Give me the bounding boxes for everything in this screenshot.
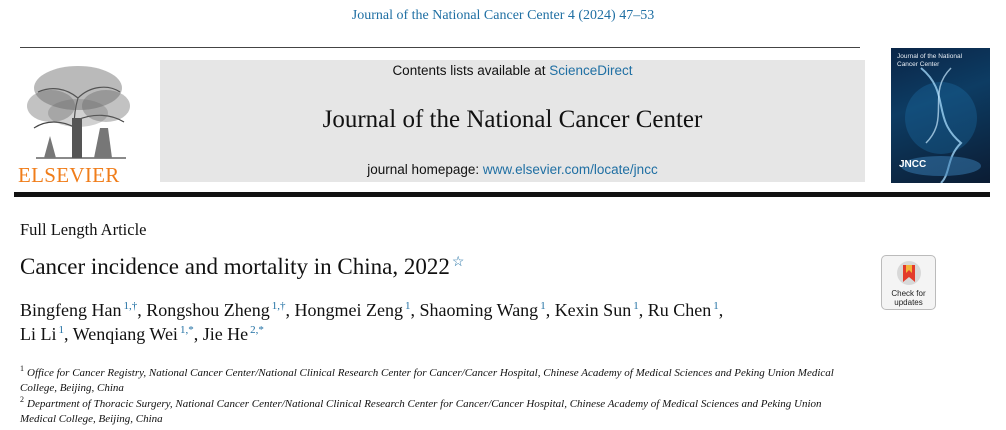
author-affiliation-ref[interactable]: 1 [404,300,411,312]
author-name: Jie He [202,324,249,344]
contents-prefix: Contents lists available at [392,63,550,78]
author-name: Hongmei Zeng [294,300,403,320]
check-for-updates-label: Check for updates [882,289,935,307]
badge-line-2: updates [894,298,923,307]
homepage-prefix: journal homepage: [367,162,483,177]
author-name: Ru Chen [647,300,712,320]
author-affiliation-ref[interactable]: 2,* [250,324,264,336]
article-title: Cancer incidence and mortality in China,… [20,254,464,280]
header-divider [14,192,990,197]
journal-cover-image[interactable]: Journal of the National Cancer Center JN… [891,48,990,183]
affiliation-text: Office for Cancer Registry, National Can… [20,367,834,394]
author-affiliation-ref[interactable]: 1,* [179,324,194,336]
author-affiliation-ref[interactable]: 1 [633,300,639,312]
affiliation-text: Department of Thoracic Surgery, National… [20,398,822,425]
author-name: Bingfeng Han [20,300,122,320]
journal-citation[interactable]: Journal of the National Cancer Center 4 … [351,8,655,23]
publisher-wordmark: ELSEVIER [18,163,120,187]
affiliation-number: 1 [20,364,24,373]
affiliation-number: 2 [20,395,24,404]
article-title-text: Cancer incidence and mortality in China,… [20,254,450,279]
author-name: Li Li [20,324,57,344]
author-name: Rongshou Zheng [146,300,270,320]
elsevier-tree-logo [27,66,130,159]
homepage-link[interactable]: www.elsevier.com/locate/jncc [482,162,658,177]
top-divider [20,47,860,48]
author-list-line-2: Li Li 1, Wenqiang Wei 1,*, Jie He 2,* [20,324,264,344]
author-affiliation-ref[interactable]: 1,† [123,300,138,312]
cover-title: Journal of the National Cancer Center [897,53,963,68]
author-list-line-1: Bingfeng Han 1,†, Rongshou Zheng 1,†, Hong… [20,300,724,320]
sciencedirect-link[interactable]: ScienceDirect [549,63,633,78]
author-name: Wenqiang Wei [72,324,178,344]
author-name: Kexin Sun [554,300,632,320]
journal-title: Journal of the National Cancer Center [322,106,703,133]
affiliation-2: 2 Department of Thoracic Surgery, Nationa… [20,392,860,427]
author-affiliation-ref[interactable]: 1 [540,300,546,312]
homepage-line: journal homepage: www.elsevier.com/locat… [160,162,865,177]
affiliation-1: 1 Office for Cancer Registry, National Ca… [20,361,860,396]
contents-line: Contents lists available at ScienceDirec… [160,63,865,78]
author-affiliation-ref[interactable]: 1,† [271,300,286,312]
bookmark-icon [897,261,921,285]
journal-banner: Contents lists available at ScienceDirec… [160,60,865,182]
article-type: Full Length Article [20,220,147,239]
cover-art [901,67,981,183]
author-affiliation-ref[interactable]: 1 [713,300,719,312]
title-footnote-star-icon[interactable]: ☆ [451,255,465,270]
check-for-updates-badge[interactable]: Check for updates [881,255,936,310]
author-affiliation-ref[interactable]: 1 [58,324,65,336]
badge-line-1: Check for [891,289,926,298]
cover-abbrev: JNCC [899,159,927,170]
author-name: Shaoming Wang [419,300,539,320]
